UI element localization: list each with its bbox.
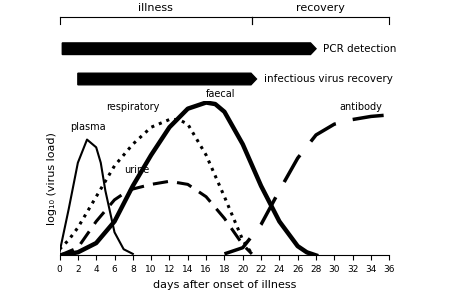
Text: respiratory: respiratory — [106, 102, 159, 112]
Text: PCR detection: PCR detection — [323, 44, 397, 54]
Text: recovery: recovery — [296, 3, 345, 13]
Text: infectious virus recovery: infectious virus recovery — [264, 74, 393, 84]
Text: faecal: faecal — [206, 89, 235, 99]
Text: urine: urine — [124, 165, 149, 175]
FancyArrow shape — [62, 43, 316, 55]
FancyArrow shape — [78, 73, 256, 85]
Y-axis label: log₁₀ (virus load): log₁₀ (virus load) — [47, 132, 57, 225]
X-axis label: days after onset of illness: days after onset of illness — [153, 280, 296, 290]
Text: illness: illness — [138, 3, 173, 13]
Text: antibody: antibody — [339, 102, 382, 112]
Text: plasma: plasma — [71, 122, 106, 132]
